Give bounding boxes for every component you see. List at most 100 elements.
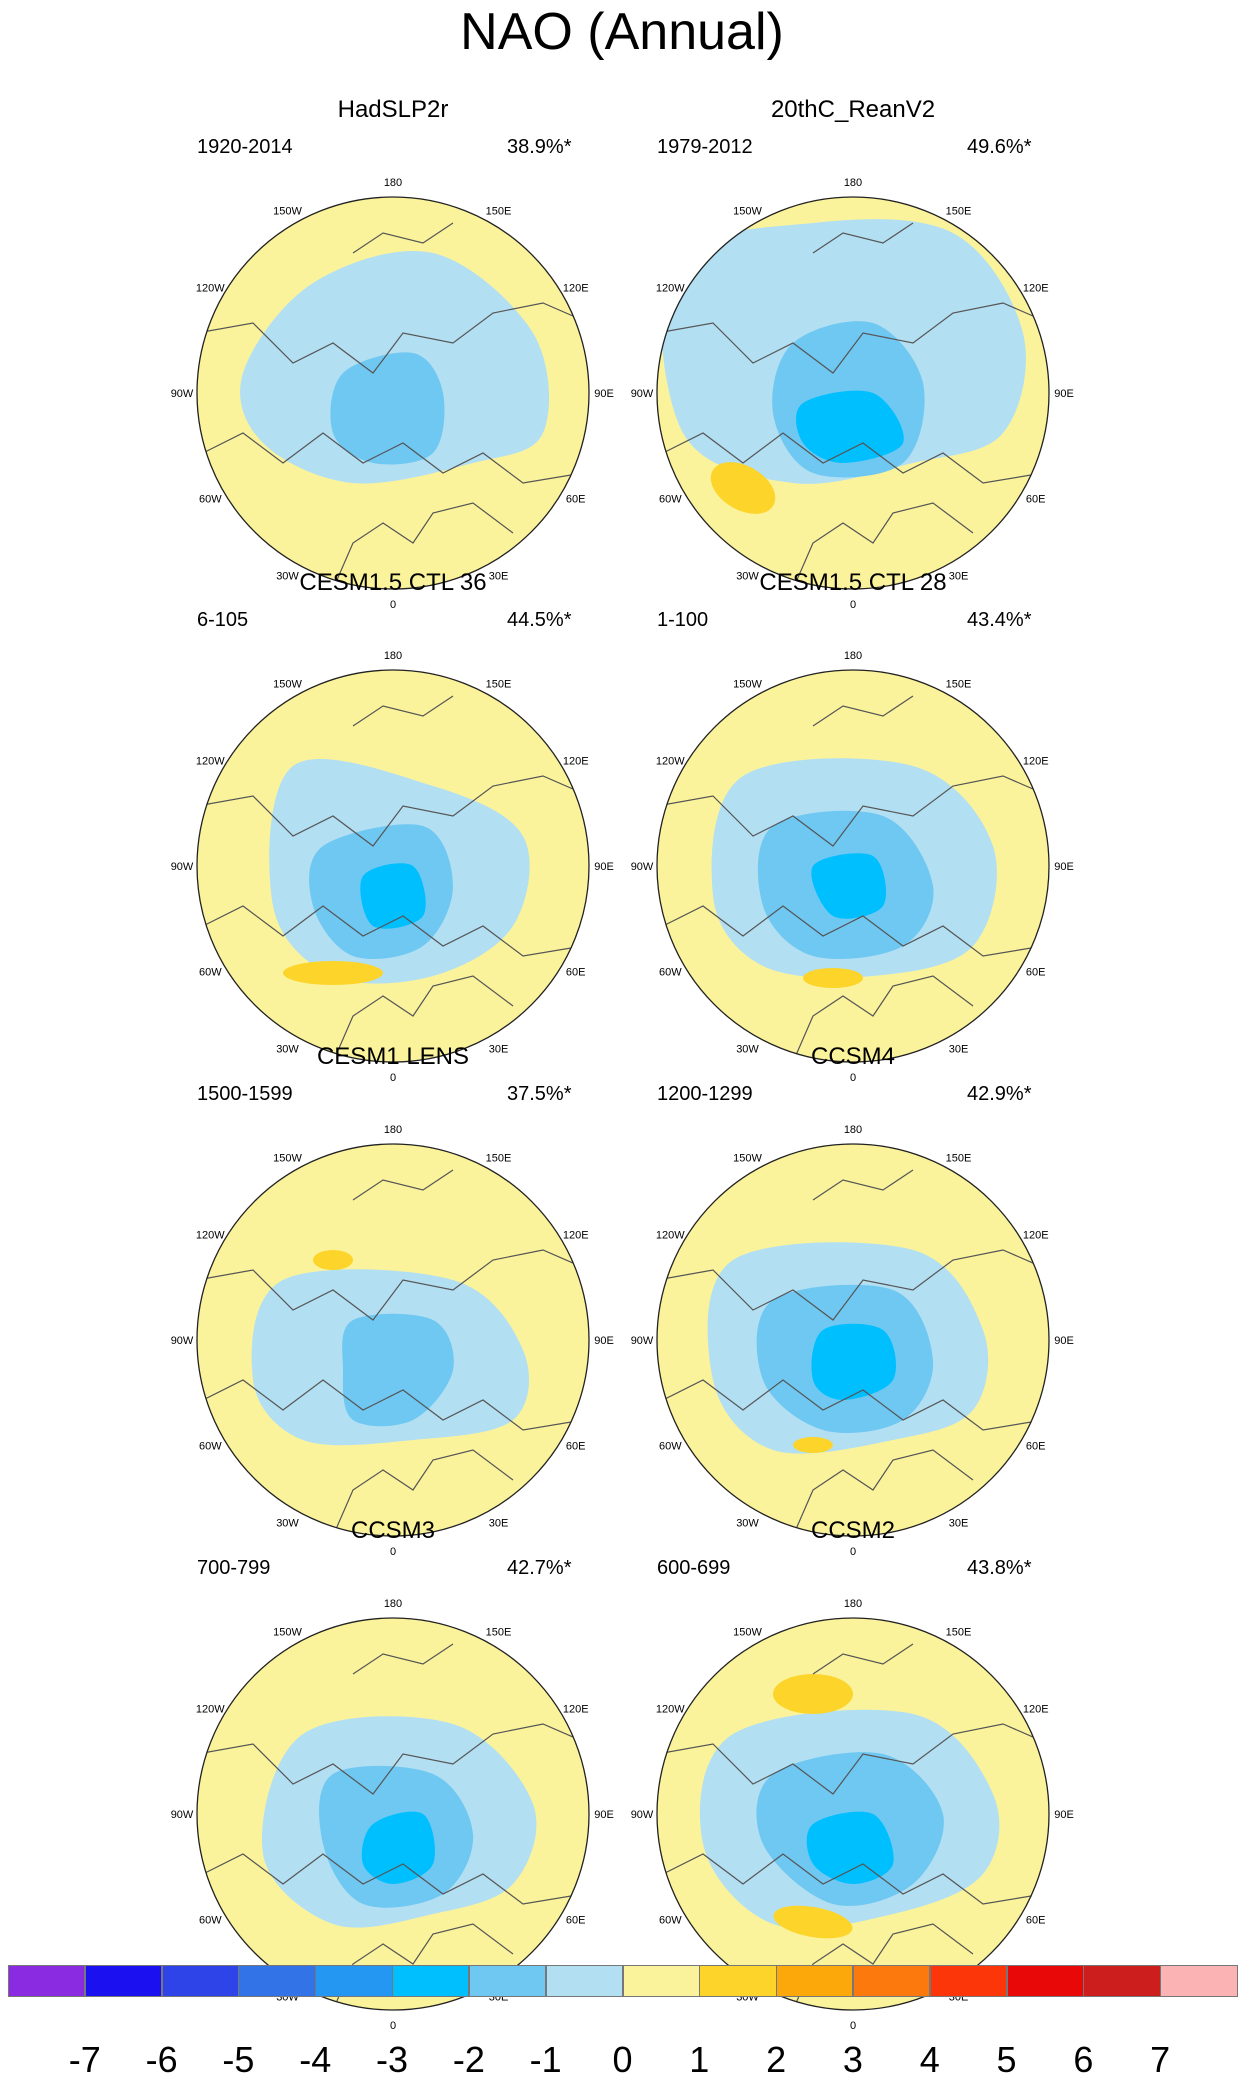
coastline	[792, 1449, 974, 1536]
map-border	[656, 669, 1050, 1063]
longitude-label: 120W	[656, 1230, 685, 1242]
colorbar-swatch	[84, 1965, 163, 1997]
longitude-label: 30E	[949, 1044, 969, 1056]
colorbar-tick-label: 3	[842, 2039, 863, 2080]
longitude-label: 150E	[946, 678, 972, 690]
map-border	[196, 196, 590, 590]
colorbar-tick-label: 4	[919, 2039, 940, 2080]
positive-contour	[313, 1250, 353, 1270]
longitude-label: 150W	[273, 678, 302, 690]
longitude-label: 90E	[1054, 861, 1074, 873]
polar-map: 180 150E 120E 90E 60E 30E 0 30W 60W 90W 120W 150W	[631, 650, 1074, 1084]
longitude-label: 0	[850, 1072, 856, 1084]
map-border	[656, 196, 1050, 590]
longitude-label: 120E	[1023, 283, 1049, 295]
coastline	[812, 695, 914, 727]
longitude-label: 60W	[199, 1915, 222, 1927]
map-field	[657, 197, 1049, 589]
longitude-label: 180	[384, 1598, 402, 1610]
longitude-label: 150W	[273, 1626, 302, 1638]
longitude-label: 180	[844, 1598, 862, 1610]
colorbar-swatch	[1160, 1965, 1238, 1997]
map-border	[656, 1143, 1050, 1537]
longitude-label: 120E	[563, 1230, 589, 1242]
colorbar-tick-label: -7	[68, 2039, 101, 2080]
colorbar-swatch	[929, 1965, 1008, 1997]
longitude-label: 60E	[566, 967, 586, 979]
positive-contour	[773, 1905, 853, 1939]
longitude-label: 150W	[733, 205, 762, 217]
colorbar-swatch	[776, 1965, 854, 1997]
coastline	[197, 775, 589, 847]
longitude-label: 150W	[733, 1626, 762, 1638]
longitude-label: 120W	[656, 756, 685, 768]
map-field	[197, 1144, 589, 1536]
coastline	[792, 1923, 974, 2010]
panel-variance: 44.5%*	[507, 609, 572, 631]
map-field	[657, 670, 1049, 1062]
coastline	[657, 1249, 1049, 1321]
coastline	[332, 502, 514, 589]
panel-title: HadSLP2r	[337, 96, 449, 123]
longitude-label: 60W	[199, 1441, 222, 1453]
coastline	[352, 695, 454, 727]
coastline	[332, 1923, 514, 2010]
longitude-label: 150W	[733, 1152, 762, 1164]
panel-variance: 43.8%*	[967, 1557, 1032, 1579]
longitude-label: 180	[844, 177, 862, 189]
panel-title: 20thC_ReanV2	[770, 96, 936, 123]
longitude-label: 120W	[196, 1704, 225, 1716]
longitude-label: 30E	[489, 1044, 509, 1056]
longitude-label: 60E	[1026, 494, 1046, 506]
coastline	[662, 1853, 1044, 1905]
coastline	[662, 432, 1044, 484]
longitude-label: 150W	[273, 205, 302, 217]
panel-period: 1979-2012	[657, 136, 753, 158]
longitude-label: 90W	[631, 388, 654, 400]
panel-variance: 49.6%*	[967, 136, 1032, 158]
colorbar-swatch	[238, 1965, 316, 1997]
negative-contour-3	[361, 1811, 435, 1884]
coastline	[792, 502, 974, 589]
longitude-label: 30W	[276, 1044, 299, 1056]
colorbar-swatch	[1083, 1965, 1161, 1997]
longitude-label: 120W	[196, 756, 225, 768]
colorbar-tick-label: 6	[1073, 2039, 1094, 2080]
longitude-label: 60E	[1026, 1915, 1046, 1927]
longitude-label: 0	[850, 1546, 856, 1558]
colorbar-swatch	[545, 1965, 623, 1997]
longitude-label: 90E	[594, 1335, 614, 1347]
longitude-label: 120E	[1023, 756, 1049, 768]
longitude-label: 30W	[736, 1518, 759, 1530]
longitude-label: 180	[384, 650, 402, 662]
colorbar-tick-label: 1	[689, 2039, 710, 2080]
longitude-label: 60E	[566, 1915, 586, 1927]
longitude-label: 150E	[946, 1626, 972, 1638]
colorbar-swatch	[622, 1965, 700, 1997]
longitude-label: 30W	[736, 1044, 759, 1056]
longitude-label: 90E	[1054, 1809, 1074, 1821]
longitude-label: 150E	[946, 1152, 972, 1164]
coastline	[197, 1723, 589, 1795]
colorbar-swatch	[852, 1965, 931, 1997]
longitude-label: 0	[850, 599, 856, 611]
positive-contour	[803, 968, 863, 988]
panel-period: 1500-1599	[197, 1083, 293, 1105]
longitude-label: 60W	[199, 967, 222, 979]
coastline	[352, 222, 454, 254]
coastline	[352, 1643, 454, 1675]
longitude-label: 120E	[1023, 1230, 1049, 1242]
polar-map: 180 150E 120E 90E 60E 30E 0 30W 60W 90W 120W 150W	[171, 1124, 614, 1558]
coastline	[662, 905, 1044, 957]
coastline	[812, 1169, 914, 1201]
longitude-label: 30E	[489, 1518, 509, 1530]
longitude-label: 60W	[659, 1441, 682, 1453]
colorbar-swatch	[699, 1965, 777, 1997]
colorbar-tick-label: -6	[145, 2039, 178, 2080]
panel-period: 1920-2014	[197, 136, 293, 158]
polar-map: 180 150E 120E 90E 60E 30E 0 30W 60W 90W 120W 150W	[631, 1124, 1074, 1558]
longitude-label: 150E	[486, 678, 512, 690]
negative-contour-3	[811, 853, 887, 919]
longitude-label: 150W	[273, 1152, 302, 1164]
map-field	[197, 670, 589, 1062]
